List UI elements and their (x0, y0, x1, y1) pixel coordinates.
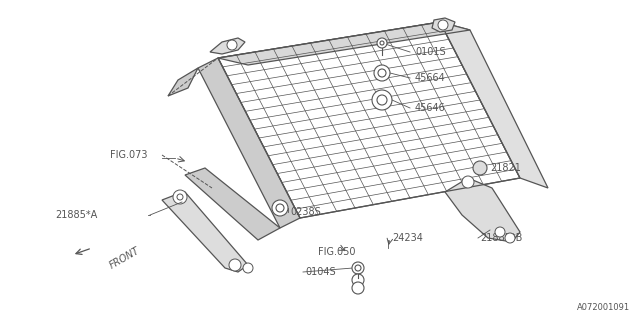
Polygon shape (185, 168, 280, 240)
Circle shape (177, 194, 183, 200)
Circle shape (505, 233, 515, 243)
Circle shape (352, 262, 364, 274)
Polygon shape (432, 18, 455, 32)
Circle shape (380, 41, 384, 45)
Text: A072001091: A072001091 (577, 303, 630, 312)
Text: FIG.050: FIG.050 (318, 247, 355, 257)
Circle shape (462, 176, 474, 188)
Circle shape (173, 190, 187, 204)
Polygon shape (218, 22, 470, 65)
Text: 45664: 45664 (415, 73, 445, 83)
Circle shape (377, 95, 387, 105)
Polygon shape (445, 178, 520, 242)
Polygon shape (440, 22, 548, 188)
Circle shape (495, 227, 505, 237)
Circle shape (227, 40, 237, 50)
Circle shape (243, 263, 253, 273)
Polygon shape (162, 192, 248, 272)
Text: 0104S: 0104S (305, 267, 335, 277)
Circle shape (372, 90, 392, 110)
Polygon shape (218, 22, 520, 218)
Circle shape (438, 20, 448, 30)
Circle shape (355, 265, 361, 271)
Text: 21885*A: 21885*A (55, 210, 97, 220)
Text: 24234: 24234 (392, 233, 423, 243)
Polygon shape (198, 58, 300, 228)
Circle shape (377, 38, 387, 48)
Circle shape (272, 200, 288, 216)
Text: 45646: 45646 (415, 103, 445, 113)
Circle shape (276, 204, 284, 212)
Circle shape (378, 69, 386, 77)
Text: 0101S: 0101S (415, 47, 445, 57)
Text: 21821: 21821 (490, 163, 521, 173)
Circle shape (352, 274, 364, 286)
Text: FIG.073: FIG.073 (110, 150, 147, 160)
Text: 0238S: 0238S (290, 207, 321, 217)
Circle shape (229, 259, 241, 271)
Polygon shape (210, 38, 245, 54)
Text: FRONT: FRONT (108, 245, 142, 271)
Polygon shape (168, 68, 198, 96)
Circle shape (352, 282, 364, 294)
Text: 21885*B: 21885*B (480, 233, 522, 243)
Circle shape (473, 161, 487, 175)
Circle shape (374, 65, 390, 81)
